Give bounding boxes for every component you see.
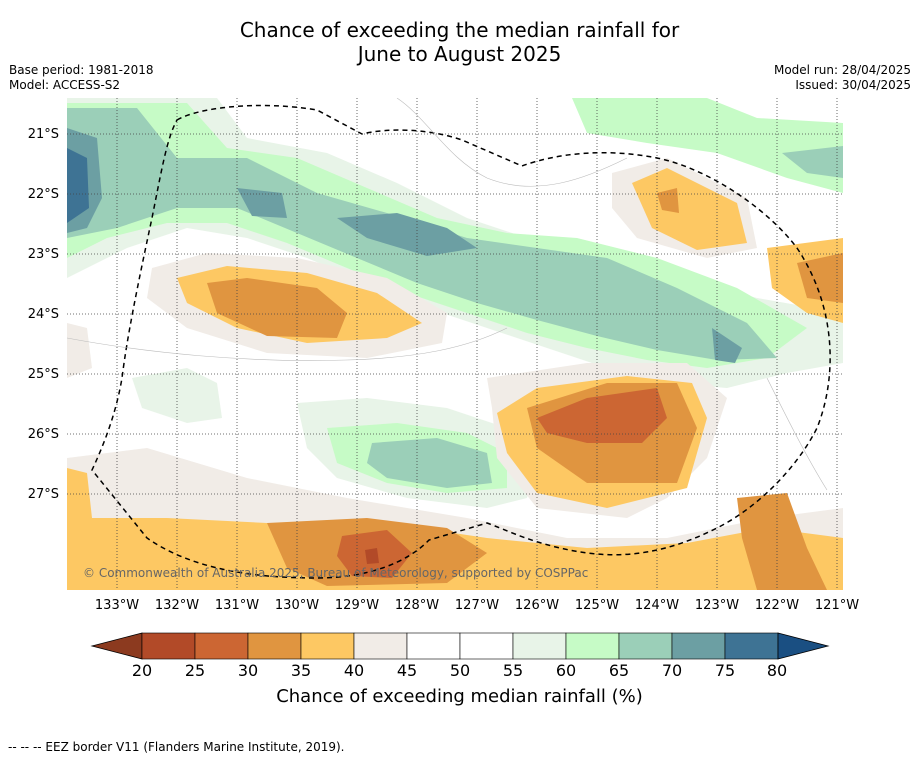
lon-tick-130: 130°W — [274, 598, 320, 613]
lat-tick-27: 27°S — [27, 487, 59, 502]
thin-contour-2 — [396, 98, 628, 187]
thin-contour-3 — [766, 377, 828, 491]
blob-red-c — [537, 388, 667, 443]
lat-tick-21: 21°S — [27, 127, 59, 142]
lon-tick-122: 122°W — [754, 598, 800, 613]
colorbar-arrow-low — [90, 632, 143, 660]
cb-tick-20: 20 — [131, 661, 153, 680]
colorbar-cell-6 — [406, 632, 461, 660]
lon-tick-126: 126°W — [514, 598, 560, 613]
grid-lines — [67, 98, 843, 590]
band-75-80 — [67, 148, 89, 223]
meta-right: Model run: 28/04/2025 Issued: 30/04/2025 — [774, 63, 911, 93]
cb-tick-35: 35 — [290, 661, 312, 680]
colorbar-arrow-high — [777, 632, 830, 660]
lon-tick-131: 131°W — [214, 598, 260, 613]
lon-tick-129: 129°W — [334, 598, 380, 613]
title-line-2: June to August 2025 — [357, 42, 562, 66]
blob-darkred-s — [365, 548, 379, 564]
blob-green-ne-2 — [782, 146, 843, 178]
cb-tick-25: 25 — [184, 661, 206, 680]
blob-orange-ne-2 — [632, 168, 747, 250]
colorbar-cell-4 — [300, 632, 355, 660]
colorbar-cell-8 — [512, 632, 567, 660]
eez-footnote: -- -- -- EEZ border V11 (Flanders Marine… — [8, 740, 345, 754]
colorbar-cell-7 — [459, 632, 514, 660]
lat-tick-26: 26°S — [27, 427, 59, 442]
cb-tick-55: 55 — [502, 661, 524, 680]
cb-tick-75: 75 — [714, 661, 736, 680]
blob-orange-s — [67, 468, 843, 590]
blob-deep-s — [267, 493, 827, 590]
cb-tick-50: 50 — [449, 661, 471, 680]
model-run: Model run: 28/04/2025 — [773, 63, 911, 77]
copyright-text: © Commonwealth of Australia 2025, Bureau… — [83, 566, 588, 580]
colorbar-cells — [90, 632, 830, 660]
cb-tick-60: 60 — [555, 661, 577, 680]
lat-tick-25: 25°S — [27, 367, 59, 382]
colorbar-cell-12 — [724, 632, 779, 660]
base-period: Base period: 1981-2018 — [9, 63, 154, 77]
thin-contours — [67, 98, 828, 491]
blob-green-ne — [572, 98, 843, 193]
colorbar-label: Chance of exceeding median rainfall (%) — [276, 686, 643, 707]
issued-date: Issued: 30/04/2025 — [795, 78, 911, 92]
lon-tick-128: 128°W — [394, 598, 440, 613]
blob-deep-e — [797, 253, 843, 303]
lon-tick-127: 127°W — [454, 598, 500, 613]
meta-left: Base period: 1981-2018 Model: ACCESS-S2 — [9, 63, 154, 93]
model-name: Model: ACCESS-S2 — [9, 78, 121, 92]
cb-tick-45: 45 — [396, 661, 418, 680]
colorbar-cell-1 — [141, 632, 196, 660]
cb-tick-65: 65 — [608, 661, 630, 680]
colorbar-cell-5 — [353, 632, 408, 660]
lon-tick-123: 123°W — [694, 598, 740, 613]
lat-tick-23: 23°S — [27, 247, 59, 262]
lon-tick-133: 133°W — [94, 598, 140, 613]
lon-tick-124: 124°W — [634, 598, 680, 613]
cb-tick-80: 80 — [766, 661, 788, 680]
blob-green-se-3 — [367, 438, 492, 488]
eez-border — [91, 104, 831, 579]
title-line-1: Chance of exceeding the median rainfall … — [239, 18, 680, 42]
cb-tick-40: 40 — [343, 661, 365, 680]
colorbar-cell-3 — [247, 632, 302, 660]
colorbar-cell-11 — [671, 632, 726, 660]
lat-tick-22: 22°S — [27, 187, 59, 202]
lon-tick-132: 132°W — [154, 598, 200, 613]
blob-tan-w-edge — [67, 323, 92, 378]
colorbar-cell-2 — [194, 632, 249, 660]
cb-tick-30: 30 — [237, 661, 259, 680]
lat-tick-24: 24°S — [27, 307, 59, 322]
map-title: Chance of exceeding the median rainfall … — [0, 18, 919, 66]
lon-tick-125: 125°W — [574, 598, 620, 613]
blob-deep-w — [207, 278, 347, 338]
cb-tick-70: 70 — [661, 661, 683, 680]
thin-contour-1 — [67, 327, 508, 361]
lon-tick-121: 121°W — [814, 598, 860, 613]
colorbar-cell-9 — [565, 632, 620, 660]
colorbar — [90, 632, 830, 660]
colorbar-cell-10 — [618, 632, 673, 660]
rainfall-map: © Commonwealth of Australia 2025, Bureau… — [67, 98, 843, 590]
